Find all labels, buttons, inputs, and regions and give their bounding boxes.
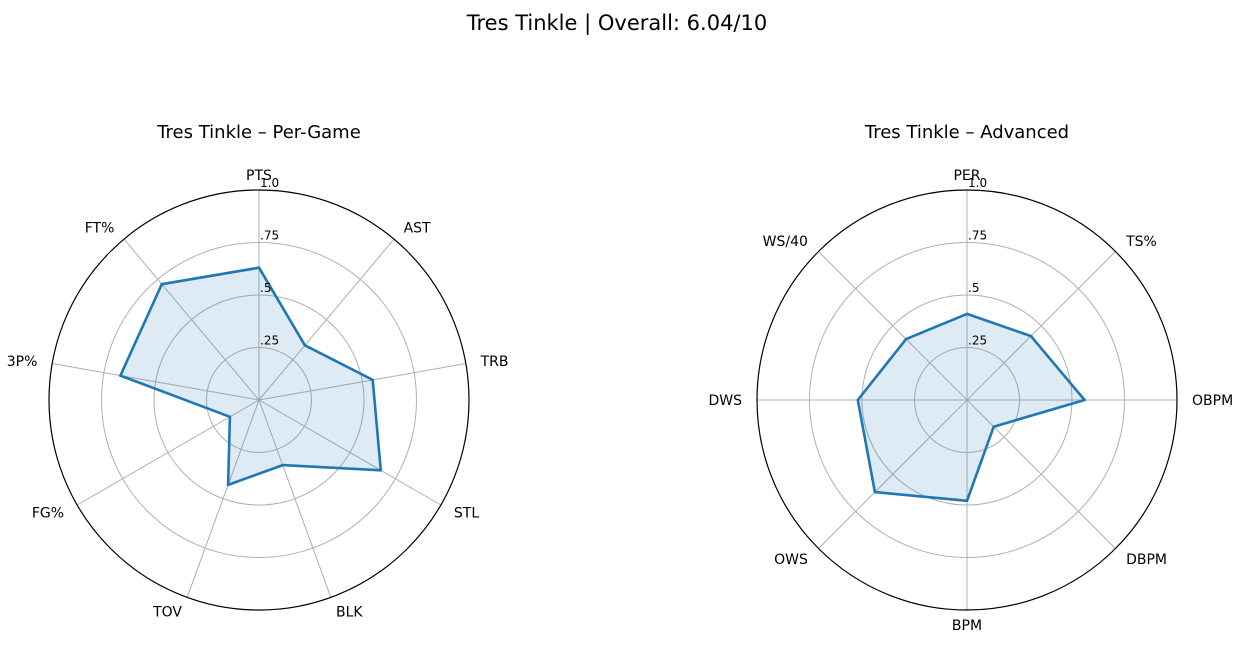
data-point-fg-pct — [228, 415, 232, 419]
r-tick-label: .5 — [260, 281, 271, 295]
category-label-per: PER — [953, 168, 980, 184]
category-label-trb: TRB — [480, 354, 509, 370]
category-label-bpm: BPM — [952, 618, 982, 634]
data-point-ows — [873, 490, 877, 494]
category-label-ft-pct: FT% — [85, 221, 115, 237]
grid-spoke — [186, 399, 260, 598]
data-point-ts-pct — [1029, 334, 1033, 338]
category-label-pts: PTS — [246, 168, 272, 184]
data-point-stl — [379, 469, 383, 472]
category-label-ts-pct: TS% — [1125, 234, 1157, 250]
data-point-3p-pct — [119, 374, 122, 377]
data-point-tov — [226, 483, 230, 487]
data-point-obpm — [1083, 398, 1086, 402]
data-point-ws-per-40 — [904, 337, 908, 341]
category-label-ws-per-40: WS/40 — [763, 234, 808, 250]
data-point-ast — [303, 344, 307, 347]
r-tick-label: .5 — [968, 281, 979, 295]
polar-frame — [756, 189, 1178, 611]
data-point-ft-pct — [160, 282, 164, 286]
r-tick-label: .25 — [260, 334, 279, 348]
series-area — [120, 267, 381, 485]
category-label-tov: TOV — [152, 604, 182, 620]
category-label-ows: OWS — [774, 552, 808, 568]
series-area — [857, 313, 1085, 501]
r-tick-label: 1.0 — [260, 176, 279, 190]
category-label-3p-pct: 3P% — [7, 354, 38, 370]
data-point-dbpm — [992, 425, 995, 429]
grid-spoke — [258, 399, 332, 598]
grid-spoke — [52, 363, 260, 401]
data-point-blk — [281, 463, 285, 467]
data-point-trb — [371, 378, 375, 382]
grid-spoke — [258, 363, 466, 401]
category-label-fg-pct: FG% — [32, 506, 64, 522]
r-tick-label: 1.0 — [968, 176, 987, 190]
grid-spoke — [966, 251, 1116, 401]
category-label-blk: BLK — [336, 604, 363, 620]
grid-spoke — [123, 238, 260, 401]
grid-spoke — [966, 399, 1116, 549]
category-label-dbpm: DBPM — [1126, 552, 1167, 568]
series-line — [119, 266, 383, 487]
chart-title: Tres Tinkle – Advanced — [864, 122, 1069, 143]
data-point-per — [965, 312, 969, 316]
category-label-dws: DWS — [708, 393, 742, 409]
data-point-bpm — [965, 499, 969, 503]
r-tick-label: .75 — [968, 229, 987, 243]
chart-title: Tres Tinkle – Per-Game — [156, 122, 361, 143]
r-tick-label: .25 — [968, 334, 987, 348]
grid-spoke — [258, 399, 442, 506]
category-label-obpm: OBPM — [1192, 393, 1233, 409]
r-tick-label: .75 — [260, 229, 279, 243]
data-point-pts — [257, 266, 261, 270]
grid-spoke — [818, 399, 968, 549]
grid-spoke — [818, 251, 968, 401]
polar-frame — [48, 189, 470, 611]
category-label-ast: AST — [404, 221, 431, 237]
figure-title: Tres Tinkle | Overall: 6.04/10 — [466, 11, 767, 36]
grid-spoke — [258, 238, 395, 401]
data-point-dws — [856, 398, 860, 402]
category-label-stl: STL — [454, 506, 479, 522]
